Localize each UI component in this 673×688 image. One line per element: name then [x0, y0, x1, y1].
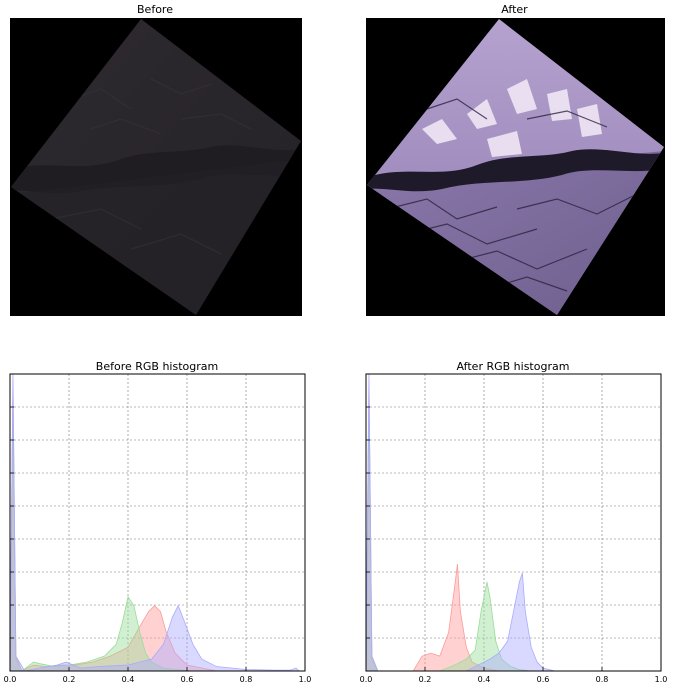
axes-frame — [9, 373, 306, 672]
x-tick-label: 0.8 — [240, 675, 253, 684]
x-tick-label: 0.6 — [181, 675, 194, 684]
after-satellite-image — [367, 19, 664, 315]
x-tick-label: 0.8 — [596, 675, 609, 684]
x-tick-label: 0.2 — [419, 675, 432, 684]
axes-frame — [365, 373, 662, 672]
plot-area — [10, 374, 305, 671]
before-histogram-title: Before RGB histogram — [96, 360, 218, 373]
before-satellite-image — [11, 19, 301, 315]
after-image — [366, 18, 665, 316]
after-rgb-histogram: 0.0 0.2 0.4 0.6 0.8 1.0 After RGB histogram — [360, 360, 668, 684]
x-tick-label: 0.6 — [537, 675, 550, 684]
after-image-title: After — [501, 3, 528, 16]
before-image-title: Before — [137, 3, 173, 16]
histogram-series-2 — [9, 373, 305, 672]
plot-area — [366, 374, 661, 671]
x-tick-label: 0.4 — [478, 675, 491, 684]
x-tick-label: 1.0 — [655, 675, 668, 684]
x-tick-label: 0.4 — [122, 675, 135, 684]
histogram-series-0 — [9, 379, 305, 672]
after-histogram-title: After RGB histogram — [457, 360, 570, 373]
histogram-series-1 — [9, 403, 305, 672]
x-tick-label: 0.0 — [4, 675, 17, 684]
x-tick-label: 0.2 — [63, 675, 76, 684]
x-tick-label: 1.0 — [299, 675, 312, 684]
x-tick-label: 0.0 — [360, 675, 373, 684]
before-rgb-histogram: 0.0 0.2 0.4 0.6 0.8 1.0 Before RGB histogram — [4, 360, 312, 684]
before-image — [10, 18, 302, 316]
